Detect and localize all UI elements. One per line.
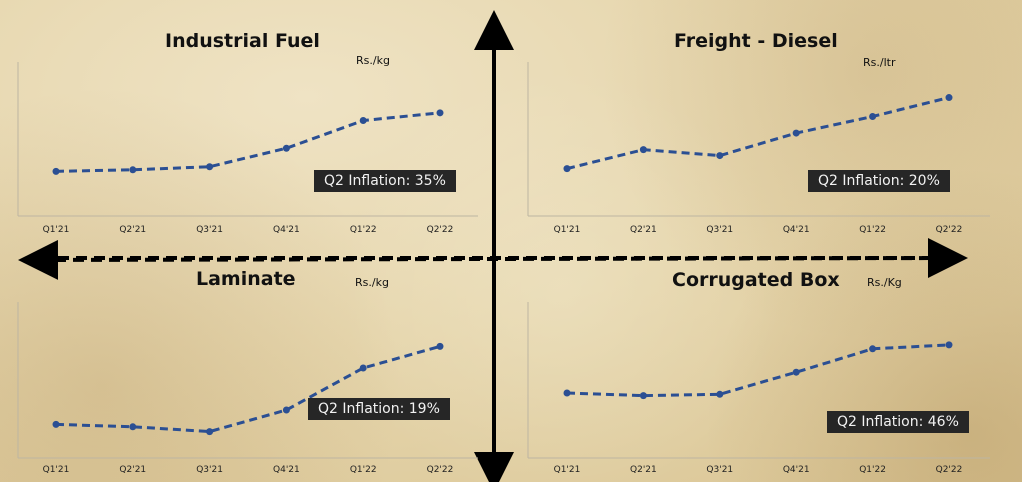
panel-freight-diesel: Freight - Diesel Rs./ltr Q1'21 Q2'21 Q3'21… <box>512 0 1012 240</box>
chart-title: Industrial Fuel <box>165 30 320 52</box>
data-point <box>869 112 877 120</box>
data-point <box>52 167 60 175</box>
x-tick-label: Q2'21 <box>630 465 657 475</box>
x-tick-label: Q1'22 <box>350 225 377 235</box>
data-point <box>282 144 290 152</box>
data-point <box>129 166 137 174</box>
x-tick-label: Q1'22 <box>350 465 377 475</box>
x-tick-label: Q1'21 <box>554 465 581 475</box>
panel-industrial-fuel: Industrial Fuel Rs./kg Q1'21 Q2'21 Q3'21 Q4… <box>0 0 500 240</box>
x-tick-label: Q2'21 <box>119 225 146 235</box>
data-point <box>563 389 571 397</box>
data-point <box>563 165 571 173</box>
inflation-badge: Q2 Inflation: 20% <box>808 170 950 192</box>
data-point <box>359 117 367 125</box>
x-tick-label: Q2'22 <box>427 465 454 475</box>
inflation-badge: Q2 Inflation: 19% <box>308 398 450 420</box>
x-tick-label: Q3'21 <box>706 225 733 235</box>
data-point <box>129 423 137 431</box>
chart-title: Laminate <box>196 268 296 290</box>
unit-label: Rs./kg <box>356 54 390 67</box>
series-line <box>55 111 441 173</box>
x-tick-label: Q1'22 <box>859 465 886 475</box>
data-point <box>639 392 647 400</box>
data-point <box>792 368 800 376</box>
data-point <box>206 428 214 436</box>
data-point <box>436 342 444 350</box>
data-point <box>792 129 800 137</box>
x-tick-label: Q2'22 <box>427 225 454 235</box>
data-point <box>206 163 214 171</box>
inflation-badge: Q2 Inflation: 35% <box>314 170 456 192</box>
data-point <box>945 94 953 102</box>
panel-laminate: Laminate Rs./kg Q1'21 Q2'21 Q3'21 Q4'21 Q1'2… <box>0 242 500 482</box>
inflation-badge: Q2 Inflation: 46% <box>827 411 969 433</box>
x-tick-label: Q2'22 <box>936 225 963 235</box>
x-tick-label: Q4'21 <box>273 465 300 475</box>
x-tick-label: Q1'22 <box>859 225 886 235</box>
series-line <box>566 96 950 171</box>
x-tick-label: Q1'21 <box>43 225 70 235</box>
x-tick-label: Q1'21 <box>43 465 70 475</box>
x-tick-label: Q3'21 <box>196 465 223 475</box>
data-point <box>639 146 647 154</box>
data-point <box>359 364 367 372</box>
x-tick-label: Q3'21 <box>196 225 223 235</box>
unit-label: Rs./kg <box>355 276 389 289</box>
x-tick-label: Q3'21 <box>706 465 733 475</box>
data-point <box>52 420 60 428</box>
unit-label: Rs./ltr <box>863 56 896 69</box>
data-point <box>869 345 877 353</box>
x-tick-label: Q2'21 <box>119 465 146 475</box>
x-tick-label: Q2'21 <box>630 225 657 235</box>
line-chart-freight-diesel: Q1'21 Q2'21 Q3'21 Q4'21 Q1'22 Q2'22 <box>527 62 990 235</box>
line-chart-laminate: Q1'21 Q2'21 Q3'21 Q4'21 Q1'22 Q2'22 <box>17 302 478 475</box>
data-point <box>945 341 953 349</box>
x-tick-label: Q1'21 <box>554 225 581 235</box>
data-point <box>716 390 724 398</box>
chart-title: Freight - Diesel <box>674 30 838 52</box>
line-chart-corrugated-box: Q1'21 Q2'21 Q3'21 Q4'21 Q1'22 Q2'22 <box>527 302 990 475</box>
unit-label: Rs./Kg <box>867 276 902 289</box>
panel-corrugated-box: Corrugated Box Rs./Kg Q1'21 Q2'21 Q3'21 Q4'… <box>512 242 1012 482</box>
x-tick-label: Q4'21 <box>783 225 810 235</box>
data-point <box>716 152 724 160</box>
x-tick-label: Q2'22 <box>936 465 963 475</box>
data-point <box>282 406 290 414</box>
chart-title: Corrugated Box <box>672 269 840 291</box>
series-line <box>566 343 950 398</box>
data-point <box>436 109 444 117</box>
x-tick-label: Q4'21 <box>783 465 810 475</box>
horizontal-arrow-left <box>18 239 949 280</box>
x-tick-label: Q4'21 <box>273 225 300 235</box>
line-chart-industrial-fuel: Q1'21 Q2'21 Q3'21 Q4'21 Q1'22 Q2'22 <box>17 62 478 235</box>
